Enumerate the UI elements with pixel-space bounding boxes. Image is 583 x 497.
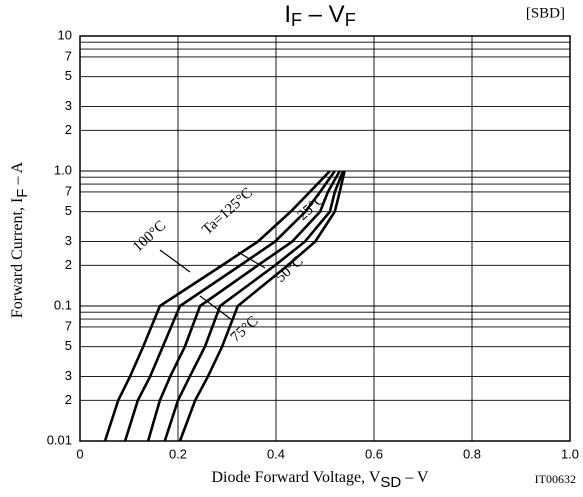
y-tick-label: 2 [65,122,72,137]
y-tick-label: 0.1 [54,297,72,312]
chart-title: IF – VF [284,1,355,29]
figure-code: IT00632 [535,472,576,486]
x-tick-label: 0.4 [267,446,285,461]
arrow [199,295,233,321]
x-tick-label: 0.2 [169,446,187,461]
y-tick-label: 5 [65,338,72,353]
title-part: F [345,10,356,30]
y-tick-label: 7 [65,48,72,63]
y-tick-label: 5 [65,68,72,83]
y-tick-label: 0.01 [47,432,72,447]
tag: [SBD] [526,5,565,21]
x-label-part: SD [380,474,401,491]
y-label-part: Forward Current, I [9,198,26,318]
y-axis-label: Forward Current, IF – A [9,161,31,318]
y-tick-label: 7 [65,183,72,198]
plot-frame [79,35,571,442]
y-tick-label: 7 [65,318,72,333]
series-line [178,170,346,442]
arrow [159,249,191,273]
y-label-part: – A [9,161,26,188]
y-tick-label: 3 [65,98,72,113]
y-tick-label: 5 [65,203,72,218]
x-tick-label: 0 [76,446,83,461]
title-part: – V [302,1,345,28]
x-tick-label: 1.0 [561,446,579,461]
series-line [103,170,331,442]
y-tick-label: 2 [65,257,72,272]
title-part: F [291,10,302,30]
series-line [123,170,336,442]
y-tick-label: 1.0 [54,162,72,177]
x-label-part: – V [401,469,429,486]
x-label-part: Diode Forward Voltage, V [212,469,381,486]
series-line [146,170,341,442]
y-tick-label: 3 [65,233,72,248]
y-tick-label: 10 [58,27,72,42]
y-label-part: F [14,189,31,198]
x-axis-label: Diode Forward Voltage, VSD – V [212,469,429,491]
series-line [163,170,345,442]
x-tick-label: 0.8 [463,446,481,461]
y-tick-label: 3 [65,368,72,383]
series-label: 100°C [130,218,169,256]
x-tick-label: 0.6 [365,446,383,461]
y-tick-label: 2 [65,392,72,407]
series-label: 50°C [273,253,307,286]
title-part: I [284,1,291,28]
